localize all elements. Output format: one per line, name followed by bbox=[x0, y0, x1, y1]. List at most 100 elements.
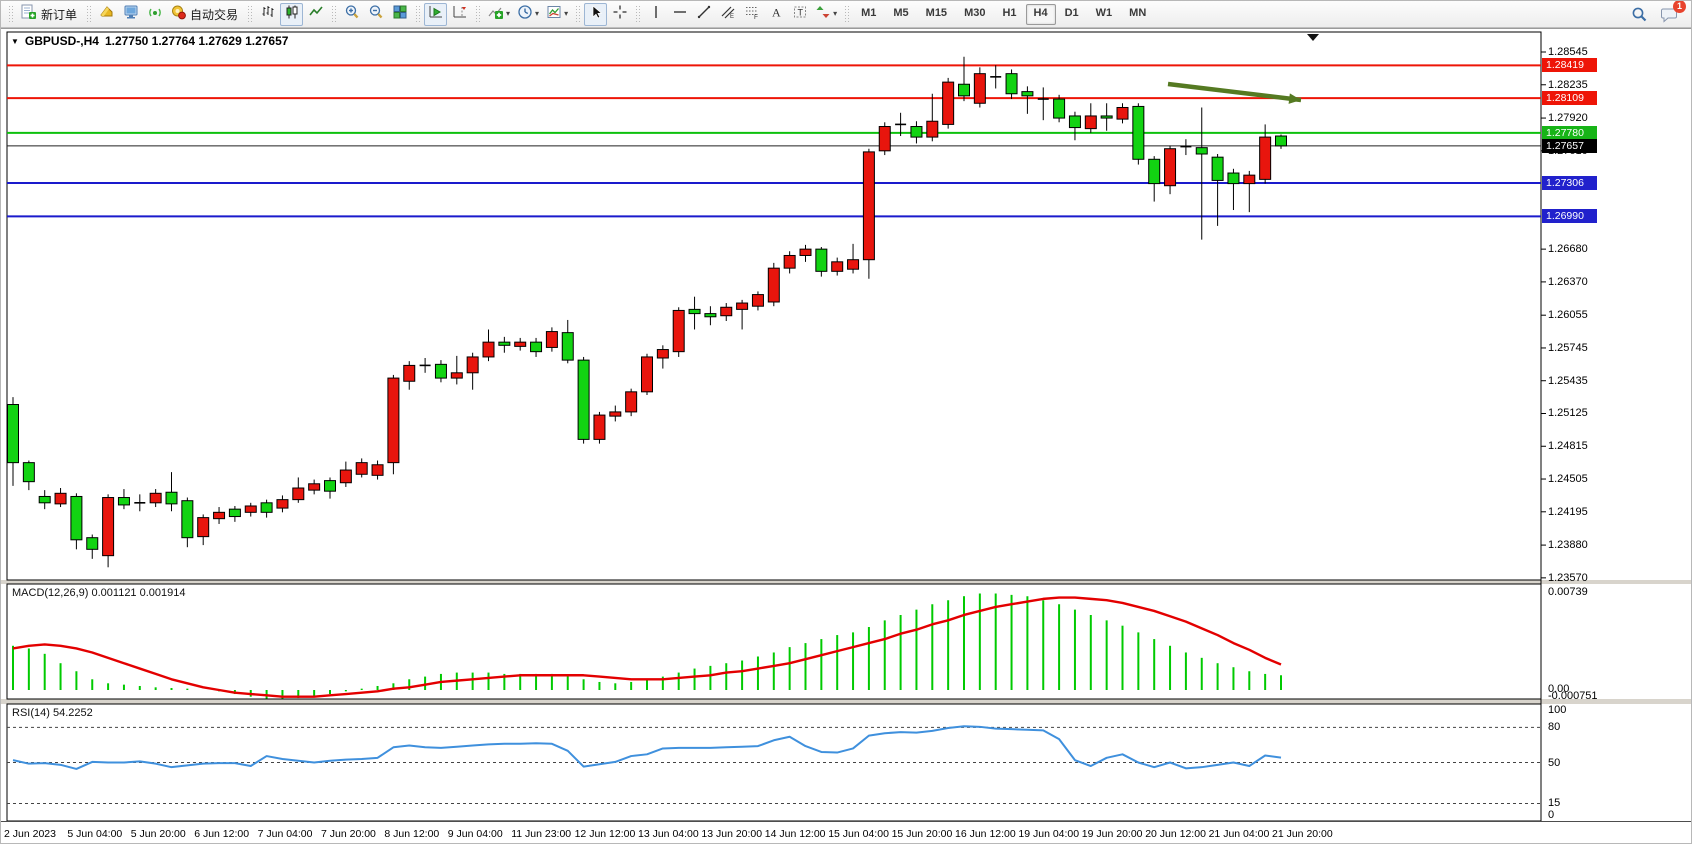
zoom-in-button[interactable] bbox=[340, 3, 363, 26]
candle-body bbox=[1195, 147, 1208, 155]
price-tick-label: 1.24505 bbox=[1548, 473, 1588, 486]
time-label: 21 Jun 04:00 bbox=[1208, 828, 1270, 840]
candle-body bbox=[355, 462, 368, 475]
templates-button[interactable]: ▾ bbox=[543, 3, 571, 26]
crosshair-button[interactable] bbox=[608, 3, 631, 26]
market-watch-button[interactable] bbox=[119, 3, 142, 26]
macd-signal-value: 0.001914 bbox=[139, 587, 186, 599]
rsi-indicator-name: RSI(14) bbox=[12, 707, 50, 719]
candle-body bbox=[799, 248, 812, 256]
periods-button[interactable]: ▾ bbox=[514, 3, 542, 26]
time-label: 16 Jun 12:00 bbox=[955, 828, 1016, 840]
timeframe-m15-button[interactable]: M15 bbox=[925, 6, 948, 19]
candle-body bbox=[751, 294, 764, 307]
candle-body bbox=[403, 364, 416, 382]
candle-body bbox=[593, 414, 606, 440]
autoscroll-icon bbox=[428, 4, 444, 25]
rsi-line bbox=[12, 725, 1282, 770]
candle-body bbox=[434, 363, 447, 379]
panel-splitter bbox=[1, 699, 1691, 704]
chart-canvas[interactable] bbox=[1, 29, 1692, 844]
time-axis[interactable]: 2 Jun 2023 5 Jun 04:00 5 Jun 20:00 6 Jun 12… bbox=[1, 821, 1691, 843]
arrows-icon bbox=[815, 4, 831, 25]
timeframe-m30-button[interactable]: M30 bbox=[964, 6, 986, 19]
cursor-button[interactable] bbox=[584, 2, 608, 26]
candlestick-chart-button[interactable] bbox=[280, 2, 304, 26]
price-tick-label: 1.23880 bbox=[1548, 539, 1588, 552]
trendline-button[interactable] bbox=[692, 3, 715, 26]
fibonacci-button[interactable]: F bbox=[740, 3, 763, 26]
candle-body bbox=[165, 491, 178, 505]
time-label: 13 Jun 04:00 bbox=[638, 828, 699, 840]
rsi-axis-label: 15 bbox=[1548, 797, 1561, 810]
timeframe-mn-button[interactable]: MN bbox=[1129, 6, 1147, 19]
text-button[interactable]: A bbox=[764, 3, 787, 26]
new-order-button[interactable]: 新订单 bbox=[17, 3, 82, 26]
chart-shift-button[interactable] bbox=[448, 3, 471, 26]
text-label-button[interactable]: T bbox=[788, 3, 811, 26]
search-button[interactable] bbox=[1628, 3, 1651, 26]
price-tick-label: 1.25745 bbox=[1548, 341, 1588, 354]
candle-body bbox=[973, 73, 986, 104]
timeframe-d1-button[interactable]: D1 bbox=[1064, 6, 1079, 19]
notifications-button[interactable]: 1 bbox=[1657, 1, 1686, 26]
timeframe-m5-button[interactable]: M5 bbox=[893, 6, 909, 19]
candle-body bbox=[641, 356, 653, 393]
equidistant-channel-button[interactable]: E bbox=[716, 3, 739, 26]
time-label: 7 Jun 20:00 bbox=[321, 828, 376, 840]
timeframe-m1-button[interactable]: M1 bbox=[861, 6, 877, 19]
price-tick-label: 1.28235 bbox=[1548, 78, 1588, 91]
macd-axis-min-label: -0.000751 bbox=[1548, 690, 1598, 702]
timeframe-h1-button[interactable]: H1 bbox=[1002, 6, 1017, 19]
candle-body bbox=[450, 372, 463, 379]
time-label: 20 Jun 12:00 bbox=[1145, 828, 1206, 840]
zoom-out-button[interactable] bbox=[364, 3, 387, 26]
price-tick-label: 1.26680 bbox=[1548, 243, 1588, 256]
autotrade-icon bbox=[170, 4, 186, 25]
toolbar-right: 1 bbox=[1628, 1, 1689, 26]
price-tick-label: 1.26055 bbox=[1548, 309, 1588, 322]
toolbar-group-grip bbox=[331, 5, 337, 23]
candle-body bbox=[181, 500, 194, 539]
candle-body bbox=[371, 464, 384, 476]
timeframe-w1-button[interactable]: W1 bbox=[1095, 6, 1113, 19]
tile-icon bbox=[392, 4, 408, 25]
candle-body bbox=[1116, 106, 1129, 120]
candle-body bbox=[926, 120, 939, 138]
timeframe-h4-button[interactable]: H4 bbox=[1025, 3, 1056, 25]
candle-body bbox=[1053, 98, 1066, 119]
zoomin-icon bbox=[344, 4, 360, 25]
new-order-button-label: 新订单 bbox=[41, 7, 78, 22]
horizontal-line-button[interactable] bbox=[668, 3, 691, 26]
candle-body bbox=[704, 313, 717, 318]
bar-chart-button[interactable] bbox=[256, 3, 279, 26]
signals-button[interactable] bbox=[143, 3, 166, 26]
line-chart-button[interactable] bbox=[304, 3, 327, 26]
toolbar-group-grip bbox=[415, 5, 421, 23]
time-label: 7 Jun 04:00 bbox=[257, 828, 313, 840]
one-click-trading-collapse-icon[interactable]: ▼ bbox=[11, 36, 19, 46]
indicators-button[interactable]: ▾ bbox=[484, 3, 513, 26]
candle-body bbox=[1100, 115, 1113, 119]
level-price-badge: 1.27306 bbox=[1542, 175, 1597, 190]
textT-icon: T bbox=[792, 4, 808, 25]
auto-scroll-button[interactable] bbox=[424, 2, 448, 26]
svg-text:T: T bbox=[797, 7, 803, 17]
shift-icon bbox=[452, 4, 468, 25]
candle-body bbox=[70, 495, 83, 541]
candle-body bbox=[815, 248, 828, 272]
tile-windows-button[interactable] bbox=[388, 3, 411, 26]
arrows-button[interactable]: ▾ bbox=[812, 3, 840, 26]
auto-trading-button[interactable]: 自动交易 bbox=[167, 3, 243, 26]
toolbar-group-grip bbox=[635, 5, 641, 23]
time-label: 5 Jun 04:00 bbox=[67, 828, 123, 840]
vertical-line-button[interactable] bbox=[644, 3, 667, 26]
candle-body bbox=[7, 404, 19, 464]
chart-symbol-period: GBPUSD-,H4 bbox=[24, 34, 99, 48]
candle-body bbox=[292, 487, 305, 501]
candle-body bbox=[54, 492, 67, 505]
trend-icon bbox=[696, 4, 712, 25]
chart-profile-button[interactable] bbox=[95, 3, 118, 26]
candle-body bbox=[862, 151, 875, 261]
candle-body bbox=[149, 492, 162, 504]
